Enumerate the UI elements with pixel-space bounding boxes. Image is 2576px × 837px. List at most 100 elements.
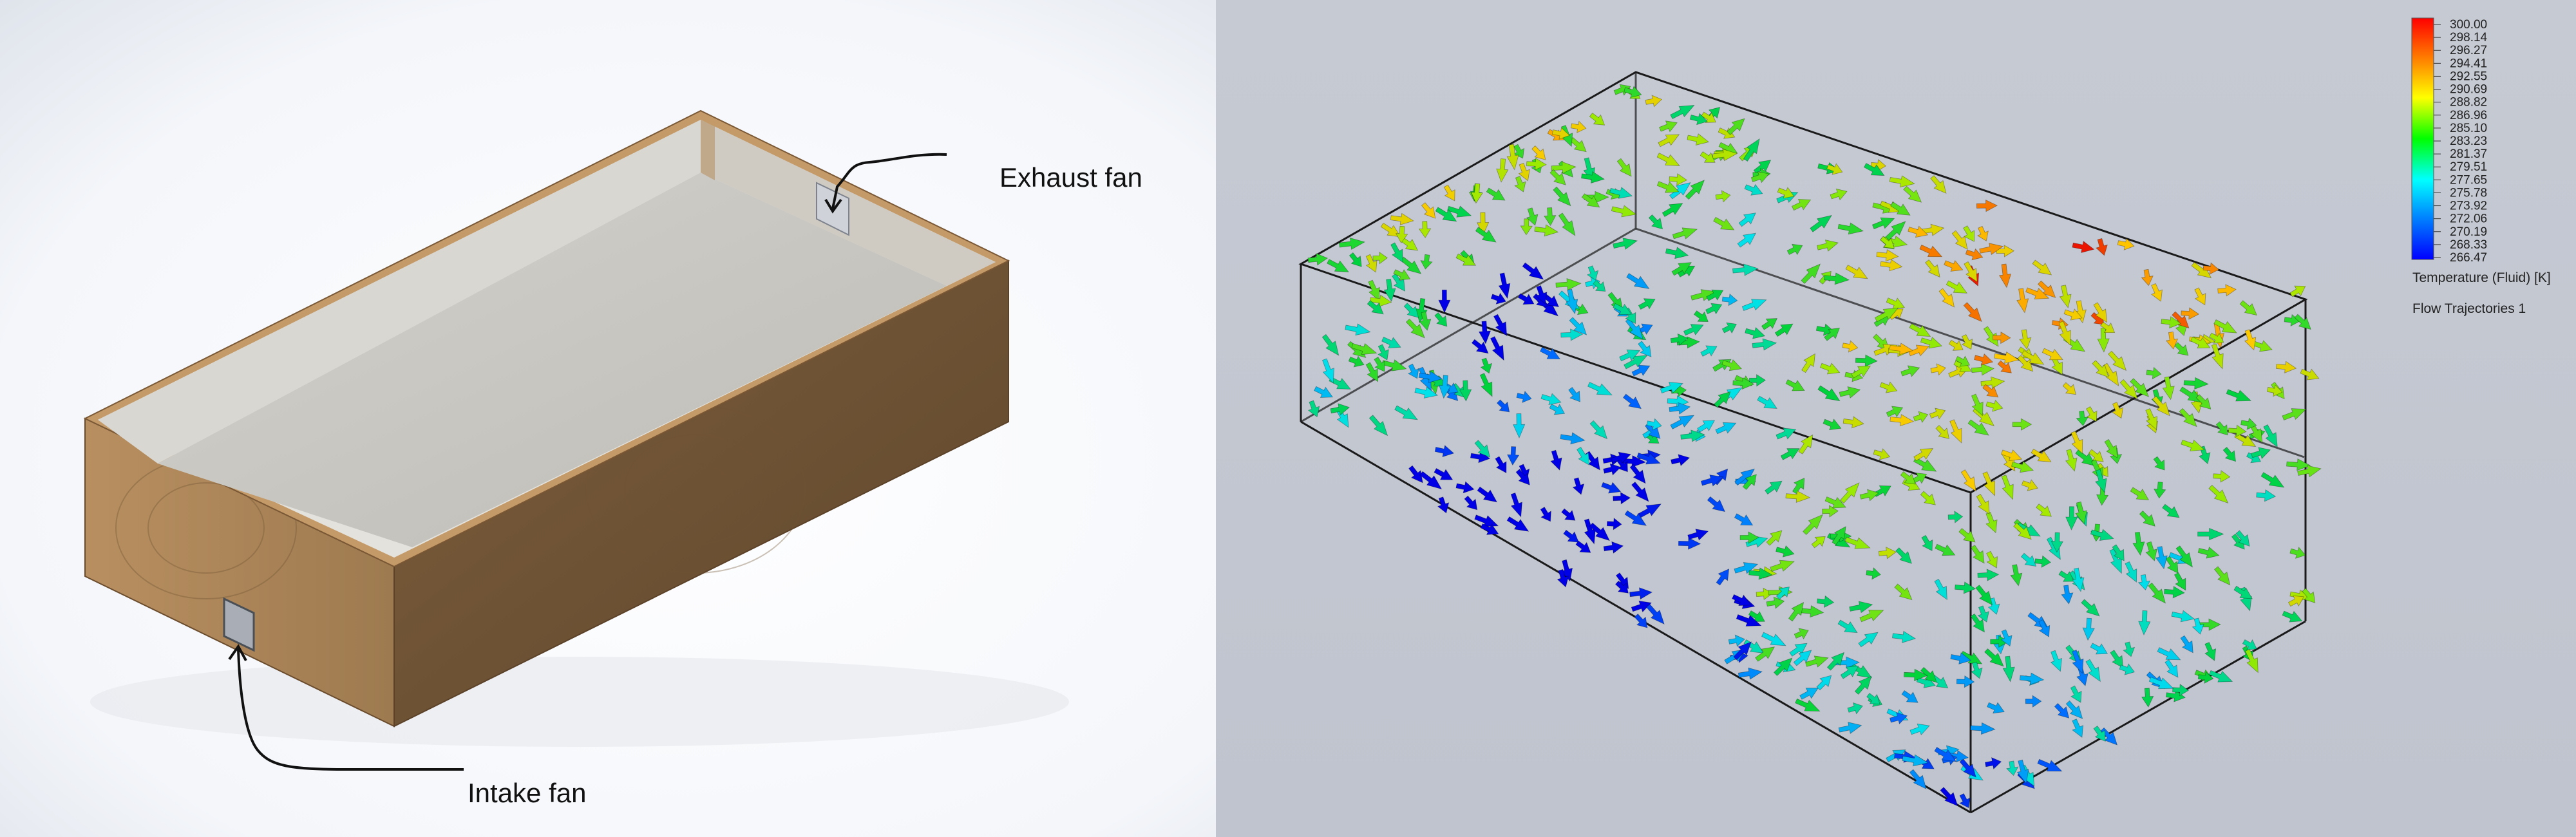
flow-arrow xyxy=(1847,702,1863,715)
flow-arrow xyxy=(1419,471,1443,490)
legend-colorbar xyxy=(2411,17,2434,260)
flow-arrow xyxy=(2065,700,2083,719)
flow-arrow xyxy=(1844,536,1871,549)
flow-arrow xyxy=(1707,496,1726,513)
flow-arrow xyxy=(1959,793,1971,809)
flow-arrow xyxy=(1629,587,1653,600)
flow-arrow xyxy=(1721,359,1743,371)
flow-arrow xyxy=(1776,545,1795,558)
flow-arrow xyxy=(2165,332,2179,350)
flow-arrow xyxy=(2180,635,2193,654)
flow-arrow xyxy=(1480,523,1499,535)
flow-arrow xyxy=(1815,323,1835,336)
flow-arrow xyxy=(2090,529,2114,541)
flow-arrow xyxy=(1593,279,1606,292)
flow-arrow xyxy=(1586,265,1599,281)
flow-arrow xyxy=(1837,619,1858,634)
flow-arrow xyxy=(2061,585,2074,605)
flow-arrow xyxy=(1613,84,1631,96)
flow-arrow xyxy=(1963,225,1975,242)
flow-arrow xyxy=(1569,136,1587,153)
flow-arrow xyxy=(1798,434,1814,455)
flow-arrow xyxy=(1976,199,1998,212)
flow-arrow xyxy=(1824,328,1841,341)
flow-arrow xyxy=(1665,247,1689,259)
flow-arrow xyxy=(1805,655,1829,668)
flow-arrow xyxy=(1540,393,1562,406)
flow-arrow xyxy=(1368,279,1380,301)
flow-arrow xyxy=(2209,332,2224,344)
flow-arrow xyxy=(2282,610,2303,623)
flow-arrow xyxy=(1880,259,1903,272)
flow-arrow xyxy=(1551,161,1577,174)
flow-arrow xyxy=(1994,351,2020,364)
flow-arrow xyxy=(2146,366,2162,380)
flow-arrow xyxy=(1713,216,1735,230)
flow-arrow xyxy=(1486,187,1506,201)
flow-arrow xyxy=(2174,342,2189,356)
flow-arrow xyxy=(1610,451,1632,464)
flow-arrow xyxy=(1656,153,1680,166)
flow-arrow xyxy=(1613,492,1631,505)
flow-arrow xyxy=(1733,641,1752,661)
flow-arrow xyxy=(1748,567,1773,580)
flow-arrow xyxy=(1830,188,1848,201)
flow-arrow xyxy=(1971,545,1985,564)
flow-arrow xyxy=(2165,556,2179,574)
flow-arrow xyxy=(1383,278,1396,302)
flow-arrow xyxy=(1873,448,1891,460)
flow-arrow xyxy=(1390,212,1414,225)
flow-arrow xyxy=(1540,507,1551,522)
exhaust-arrow-line xyxy=(831,153,947,209)
flow-arrow xyxy=(2286,458,2311,471)
flow-arrow xyxy=(1816,675,1832,691)
flow-arrow xyxy=(1732,377,1755,390)
flow-arrow xyxy=(1990,635,2010,648)
flow-arrow xyxy=(1490,336,1504,361)
flow-arrow xyxy=(2190,336,2211,349)
exhaust-arrowhead xyxy=(824,198,842,214)
flow-arrow xyxy=(1792,477,1805,494)
flow-arrow xyxy=(1670,333,1689,346)
legend-tick-label: 300.00 xyxy=(2450,18,2487,32)
flow-arrow xyxy=(1777,187,1795,199)
flow-arrow xyxy=(2153,482,2166,499)
flow-arrow xyxy=(1396,225,1408,244)
flow-arrow xyxy=(2072,650,2084,674)
flow-arrow xyxy=(1365,254,1378,273)
flow-arrow xyxy=(1459,380,1472,402)
flow-arrow xyxy=(1645,95,1663,108)
flow-arrow xyxy=(1801,263,1821,284)
flow-arrow xyxy=(1670,105,1695,120)
flow-arrow xyxy=(2054,702,2070,719)
flow-arrow xyxy=(1407,363,1419,379)
flow-arrow xyxy=(1750,171,1770,183)
flow-arrow xyxy=(1613,303,1632,315)
flow-arrow xyxy=(1570,120,1587,133)
flow-arrow xyxy=(1745,326,1766,339)
flow-arrow xyxy=(1878,547,1897,560)
flow-arrow xyxy=(2289,285,2306,297)
flow-arrow xyxy=(2065,449,2078,472)
flow-arrow xyxy=(1480,357,1492,374)
flow-arrow xyxy=(1339,238,1366,250)
flow-arrow xyxy=(1572,477,1585,495)
flow-arrow xyxy=(2256,489,2277,502)
flow-arrow xyxy=(2065,506,2078,531)
flow-arrow xyxy=(1919,244,1943,258)
legend-tick-label: 292.55 xyxy=(2450,70,2487,83)
flow-arrow xyxy=(2215,421,2228,436)
flow-arrow xyxy=(1817,240,1839,252)
flow-arrow xyxy=(1581,171,1605,183)
flow-arrow xyxy=(1866,567,1881,580)
flow-arrow xyxy=(1842,416,1864,429)
flow-arrow xyxy=(1780,448,1800,460)
flow-arrow xyxy=(1993,331,2011,344)
flow-arrow xyxy=(2088,449,2104,462)
flow-arrow xyxy=(1624,355,1648,370)
flow-arrow xyxy=(1434,312,1448,327)
flow-arrow xyxy=(2100,321,2116,333)
flow-arrow xyxy=(1819,362,1841,375)
flow-arrow xyxy=(2072,719,2084,738)
